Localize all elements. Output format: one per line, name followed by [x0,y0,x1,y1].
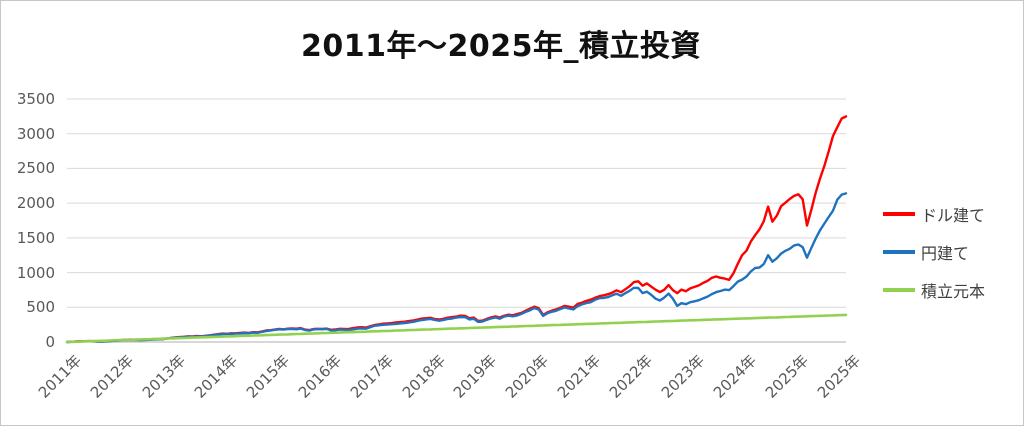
y-tick-label-1000: 1000 [16,263,55,282]
legend-label-dollar: ドル建て [921,206,986,225]
plot-area [65,98,848,344]
legend: ドル建て 円建て 積立元本 [883,204,985,318]
yen-line-swatch [883,250,915,254]
legend-item-dollar: ドル建て [883,204,986,225]
legend-label-yen: 円建て [921,244,970,263]
x-tick-label-7: 2018年 [398,351,449,402]
legend-item-yen: 円建て [883,242,985,263]
dollar-line-swatch [883,212,915,216]
y-tick-label-1500: 1500 [16,228,55,247]
chart-title: 2011年〜2025年_積立投資 [301,29,701,64]
x-tick-label-13: 2024年 [709,351,761,402]
x-tick-label-1: 2012年 [86,351,138,402]
y-tick-label-500: 500 [26,298,55,317]
x-tick-label-5: 2016年 [294,351,345,402]
y-tick-label-2000: 2000 [16,194,55,213]
y-tick-label-2500: 2500 [16,159,55,178]
x-tick-label-12: 2023年 [657,351,709,402]
x-tick-label-4: 2015年 [242,351,293,402]
principal-line-swatch [883,288,915,292]
y-tick-label-3000: 3000 [16,124,55,143]
y-tick-label-0: 0 [45,333,55,351]
x-tick-label-10: 2021年 [554,351,605,402]
legend-label-principal: 積立元本 [921,282,986,301]
principal-series-line [65,313,848,344]
x-tick-label-15: 2025年 [813,351,865,402]
y-tick-label-3500: 3500 [16,90,55,108]
x-tick-label-0: 2011年 [34,351,86,402]
x-tick-label-6: 2017年 [346,351,397,402]
x-tick-label-11: 2022年 [606,351,657,402]
x-tick-label-14: 2025年 [761,351,813,402]
x-tick-label-8: 2019年 [450,351,501,402]
x-tick-label-3: 2014年 [190,351,241,402]
x-tick-label-2: 2013年 [138,351,190,402]
x-tick-label-9: 2020年 [502,351,553,402]
dollar-series-line [65,115,848,344]
legend-item-principal: 積立元本 [883,280,986,301]
